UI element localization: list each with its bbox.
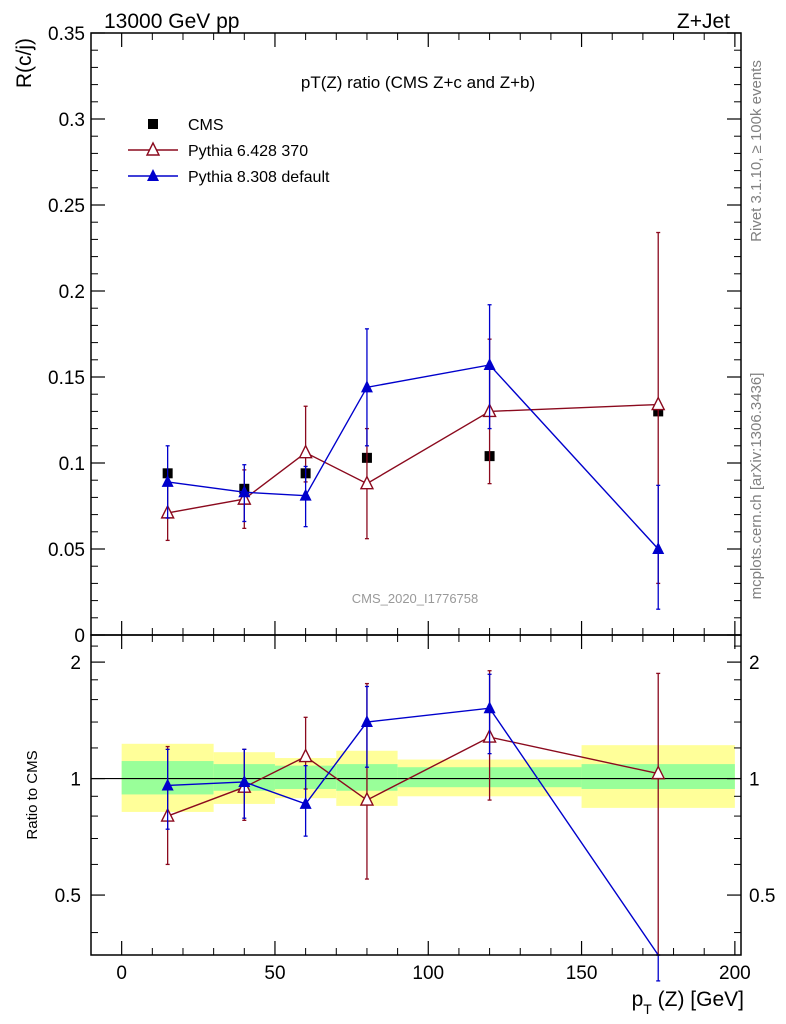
y-tick-label: 0.05 — [48, 540, 85, 561]
ratio-frame — [90, 634, 742, 956]
legend-marker — [148, 119, 158, 129]
y-tick-label: 0.3 — [59, 110, 85, 131]
data-point — [651, 765, 666, 780]
data-point — [238, 774, 251, 787]
series-0 — [162, 406, 664, 494]
y-tick-label: 0.15 — [48, 368, 85, 389]
series-0 — [160, 670, 666, 956]
series-line — [167, 736, 659, 817]
ratio-y-tick-label: 0.5 — [55, 886, 81, 907]
ratio-panel: 0.5 0.5 1 1 2 2 0 50 100 150 200 Ratio to CMS pT (… — [24, 634, 775, 1017]
ratio-y-tick-label: 1 — [70, 770, 81, 791]
legend-label: CMS — [188, 117, 224, 134]
data-point — [652, 542, 665, 554]
data-point — [483, 701, 496, 714]
main-panel: pT(Z) ratio (CMS Z+c and Z+b) CMS_2020_I… — [13, 24, 742, 647]
legend-entry: Pythia 6.428 370 — [128, 141, 308, 160]
legend-marker — [145, 141, 161, 156]
data-point — [161, 778, 174, 791]
legend-label: Pythia 6.428 370 — [188, 143, 308, 160]
x-tick-label: 0 — [116, 963, 127, 984]
series-2 — [161, 304, 665, 610]
data-point — [161, 474, 174, 487]
legend-entry: Pythia 8.308 default — [128, 169, 330, 186]
x-tick-label: 150 — [566, 963, 598, 984]
data-point — [360, 380, 373, 393]
data-point — [360, 715, 373, 728]
series-1 — [160, 231, 666, 585]
data-point — [299, 488, 312, 501]
data-point — [483, 357, 496, 370]
legend: CMS Pythia 6.428 370 Pythia 8.308 default — [128, 117, 330, 186]
header-left: 13000 GeV pp — [104, 10, 239, 33]
data-point — [298, 747, 313, 763]
y-tick-label: 0.25 — [48, 196, 85, 217]
legend-label: Pythia 8.308 default — [188, 169, 330, 186]
y-tick-label: 0.2 — [59, 282, 85, 303]
x-tick-label: 100 — [412, 963, 444, 984]
ratio-y-tick-label-right: 1 — [749, 770, 760, 791]
ratio-y-tick-label: 2 — [70, 653, 81, 674]
x-tick-label: 50 — [264, 963, 285, 984]
legend-marker — [147, 169, 159, 181]
ratio-y-axis-label: Ratio to CMS — [24, 750, 41, 839]
series-line — [167, 364, 659, 550]
ratio-y-tick-label-right: 2 — [749, 653, 760, 674]
header-right: Z+Jet — [677, 10, 730, 33]
data-point — [651, 395, 666, 411]
ratio-y-tick-label-right: 0.5 — [749, 886, 775, 907]
series-line — [167, 707, 659, 956]
y-tick-label: 0.35 — [48, 24, 85, 45]
data-point — [238, 485, 251, 498]
data-point — [298, 444, 313, 459]
legend-entry: CMS — [148, 117, 224, 134]
mcplots-label: mcplots.cern.ch [arXiv:1306.3436] — [748, 373, 765, 600]
y-tick-label: 0 — [74, 626, 85, 647]
x-tick-label: 200 — [719, 963, 751, 984]
data-point — [359, 791, 375, 806]
y-axis-label: R(c/j) — [13, 38, 36, 88]
series-1 — [161, 673, 661, 982]
main-title: pT(Z) ratio (CMS Z+c and Z+b) — [301, 73, 535, 92]
y-tick-label: 0.1 — [59, 454, 85, 475]
x-axis-label: pT (Z) [GeV] — [632, 988, 744, 1017]
data-point — [359, 475, 375, 490]
watermark: CMS_2020_I1776758 — [352, 591, 479, 606]
series-line — [167, 403, 659, 514]
rivet-label: Rivet 3.1.10, ≥ 100k events — [748, 60, 765, 242]
data-point — [299, 796, 312, 809]
